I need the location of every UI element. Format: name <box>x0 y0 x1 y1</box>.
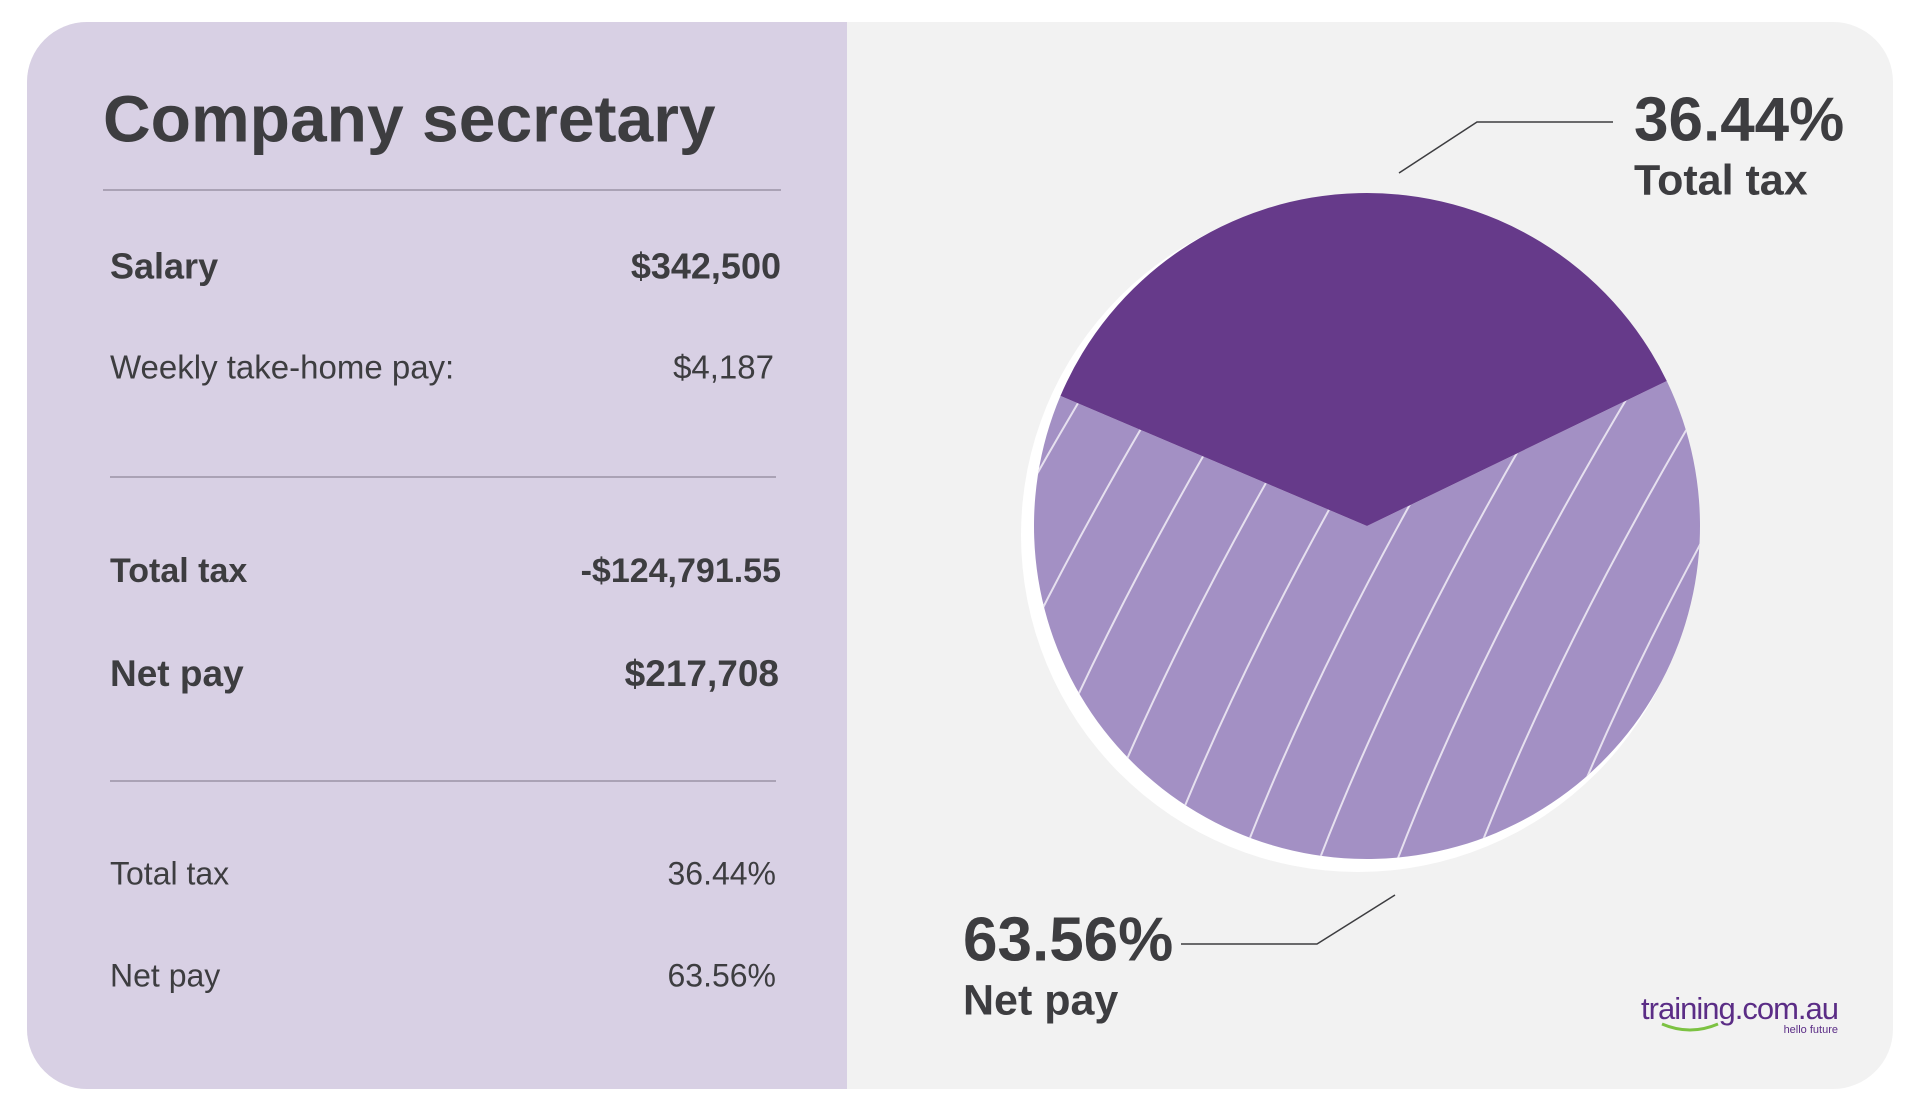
leader-line <box>1181 894 1396 945</box>
row-value: -$124,791.55 <box>581 552 781 590</box>
title: Company secretary <box>103 81 716 155</box>
pie-category-label: Total tax <box>1634 156 1808 204</box>
row-value: $4,187 <box>673 349 774 386</box>
row-label: Salary <box>110 246 218 287</box>
row-value: $217,708 <box>625 653 779 694</box>
pie-labels: 36.44%Total tax 63.56%Net pay <box>963 85 1844 1024</box>
leader-line <box>1398 121 1613 174</box>
row-label: Weekly take-home pay: <box>110 349 454 386</box>
row-value: $342,500 <box>631 246 781 287</box>
pie <box>1034 193 1700 859</box>
pie-slice <box>1060 193 1667 526</box>
row-label: Total tax <box>110 552 247 590</box>
row-label: Net pay <box>110 957 220 993</box>
logo: training.com.au <box>1641 991 1838 1026</box>
logo-tagline: hello future <box>1784 1024 1838 1036</box>
row-value: 36.44% <box>667 855 776 891</box>
pie-value-label: 63.56% <box>963 905 1173 974</box>
row-label: Total tax <box>110 855 229 891</box>
logo-smile <box>1661 1022 1719 1032</box>
row-label: Net pay <box>110 653 244 694</box>
table: Salary $342,500 Weekly take-home pay: $4,18… <box>110 246 781 994</box>
row-value: 63.56% <box>667 957 776 993</box>
hatch-line <box>1467 232 1700 859</box>
pie-slice <box>1034 380 1700 859</box>
pie-category-label: Net pay <box>963 976 1118 1024</box>
left-panel <box>27 22 847 1089</box>
pie-value-label: 36.44% <box>1634 85 1844 154</box>
